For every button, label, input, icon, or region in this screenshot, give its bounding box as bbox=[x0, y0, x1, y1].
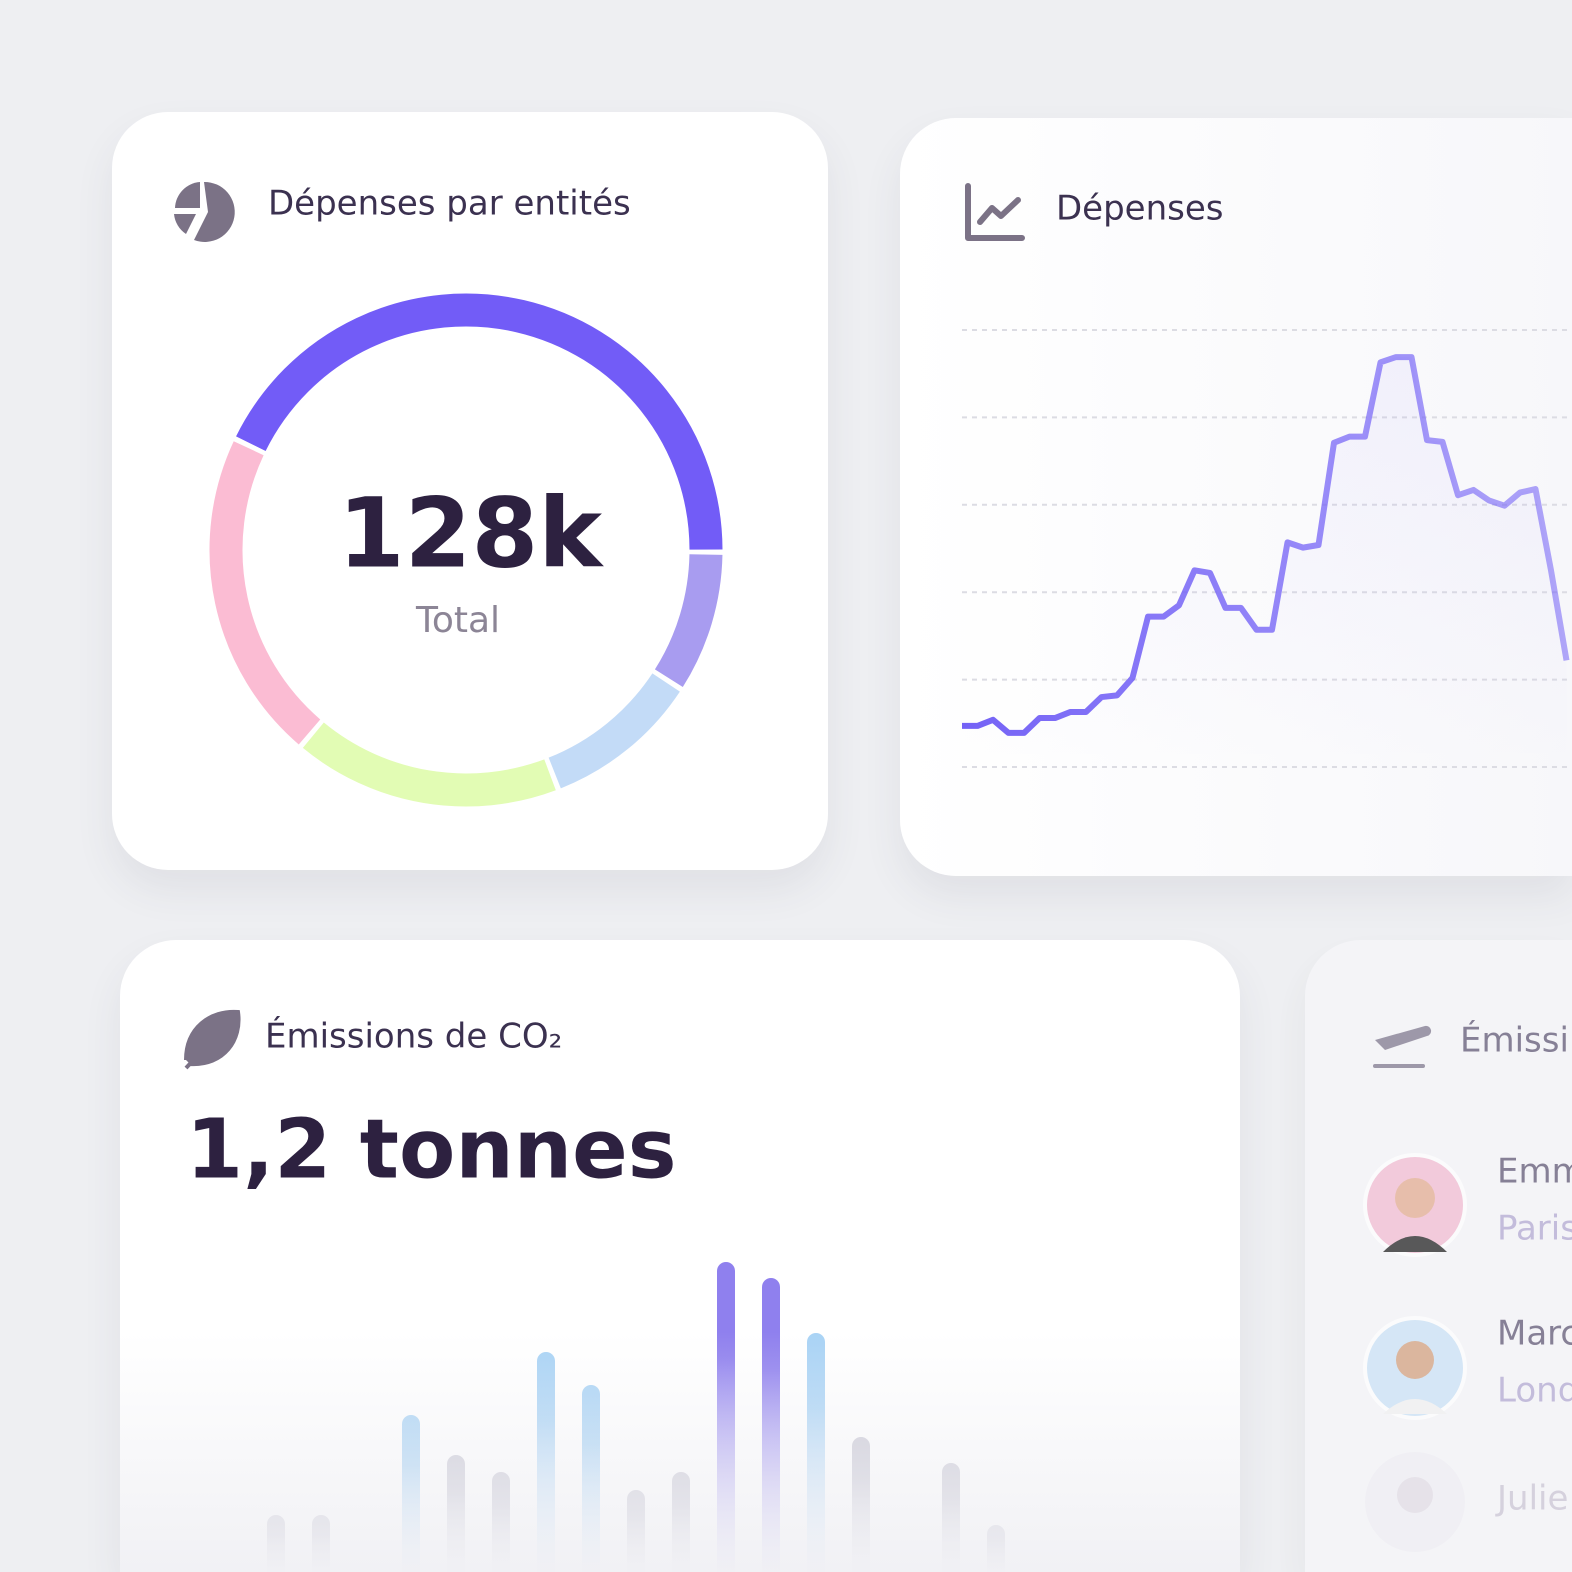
bar bbox=[267, 1515, 285, 1572]
bar bbox=[807, 1333, 825, 1572]
travel-card: Émissi Emm Paris Marc Lond Julie bbox=[1305, 940, 1572, 1572]
line-area bbox=[962, 357, 1567, 767]
card-title: Dépenses bbox=[1056, 189, 1224, 229]
donut-segment bbox=[209, 441, 321, 745]
bar bbox=[852, 1437, 870, 1572]
bar bbox=[537, 1352, 555, 1572]
headline: 1,2 tonnes bbox=[186, 1102, 677, 1197]
bar bbox=[942, 1463, 960, 1572]
plane-icon bbox=[1373, 1025, 1432, 1068]
card-title: Émissions de CO₂ bbox=[265, 1016, 562, 1057]
pie-icon bbox=[174, 181, 235, 242]
donut-card: Dépenses par entités 128k Total bbox=[112, 112, 828, 870]
line bbox=[962, 354, 1570, 736]
total-value: 128k bbox=[338, 477, 604, 589]
avatar bbox=[1363, 1316, 1467, 1420]
bar bbox=[492, 1472, 510, 1572]
panel-title: Émissi bbox=[1460, 1020, 1569, 1061]
person-city: Paris bbox=[1497, 1209, 1572, 1249]
bar bbox=[312, 1515, 330, 1572]
avatar bbox=[1363, 1153, 1467, 1257]
card-title: Dépenses par entités bbox=[268, 184, 631, 224]
avatar bbox=[1365, 1452, 1465, 1552]
bar bbox=[627, 1490, 645, 1572]
people-list: Émissi Emm Paris Marc Lond Julie bbox=[1363, 1020, 1572, 1552]
bar bbox=[762, 1278, 780, 1572]
line-chart: Dépenses bbox=[962, 183, 1572, 768]
person-name: Emm bbox=[1497, 1152, 1572, 1192]
donut-segment bbox=[654, 554, 723, 688]
line-card: Dépenses bbox=[900, 118, 1572, 876]
person-name: Marc bbox=[1497, 1314, 1572, 1354]
donut-segment bbox=[302, 722, 556, 807]
person-name: Julie bbox=[1495, 1479, 1568, 1519]
bar-chart: Émissions de CO₂ 1,2 tonnes bbox=[184, 1009, 1005, 1572]
leaf-icon bbox=[184, 1009, 241, 1070]
bar bbox=[987, 1525, 1005, 1572]
donut-segment bbox=[548, 673, 680, 789]
bar bbox=[402, 1415, 420, 1572]
total-label: Total bbox=[415, 600, 500, 641]
chart-icon bbox=[965, 183, 1025, 241]
bar bbox=[447, 1455, 465, 1572]
person-city: Lond bbox=[1497, 1371, 1572, 1411]
bar-card: Émissions de CO₂ 1,2 tonnes bbox=[120, 940, 1240, 1572]
bar bbox=[582, 1385, 600, 1572]
donut-chart: Dépenses par entités 128k Total bbox=[174, 181, 723, 807]
bar bbox=[717, 1262, 735, 1572]
donut-segment bbox=[236, 293, 723, 550]
bar bbox=[672, 1472, 690, 1572]
